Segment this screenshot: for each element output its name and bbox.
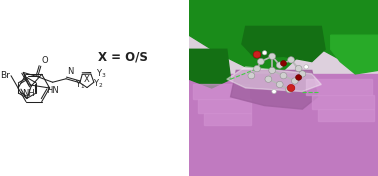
Polygon shape xyxy=(293,0,378,62)
Circle shape xyxy=(280,73,287,79)
Text: Y$_2$: Y$_2$ xyxy=(93,78,104,90)
Circle shape xyxy=(280,61,287,66)
Polygon shape xyxy=(231,70,318,109)
Text: N: N xyxy=(67,67,73,76)
Circle shape xyxy=(269,67,276,74)
Polygon shape xyxy=(227,67,321,92)
Circle shape xyxy=(296,75,302,80)
Circle shape xyxy=(287,84,295,92)
Polygon shape xyxy=(312,95,374,109)
Text: NH: NH xyxy=(22,89,35,98)
Text: X = O/S: X = O/S xyxy=(98,50,148,63)
Text: Y$_3$: Y$_3$ xyxy=(96,67,107,80)
Circle shape xyxy=(304,65,308,69)
Polygon shape xyxy=(306,79,372,95)
Polygon shape xyxy=(189,0,312,70)
Circle shape xyxy=(262,51,267,55)
Circle shape xyxy=(254,65,260,72)
Circle shape xyxy=(276,81,283,88)
Circle shape xyxy=(299,71,306,77)
Circle shape xyxy=(286,87,293,93)
Polygon shape xyxy=(242,26,325,62)
Circle shape xyxy=(265,76,272,82)
Polygon shape xyxy=(189,74,378,176)
Circle shape xyxy=(253,51,261,58)
Circle shape xyxy=(288,57,294,63)
Circle shape xyxy=(291,78,298,84)
Text: X: X xyxy=(84,75,90,84)
Text: HN: HN xyxy=(46,86,59,95)
Circle shape xyxy=(248,73,255,79)
Polygon shape xyxy=(331,35,378,74)
Circle shape xyxy=(269,53,276,59)
Circle shape xyxy=(272,89,276,94)
Text: Y$_1$: Y$_1$ xyxy=(76,78,86,91)
Text: O: O xyxy=(42,56,48,65)
Polygon shape xyxy=(189,49,231,88)
Text: Br: Br xyxy=(0,71,10,80)
Polygon shape xyxy=(318,109,374,121)
Polygon shape xyxy=(204,113,251,125)
Circle shape xyxy=(295,65,302,72)
Polygon shape xyxy=(189,0,378,176)
Polygon shape xyxy=(193,84,249,99)
Circle shape xyxy=(276,62,283,68)
Polygon shape xyxy=(198,99,251,113)
Circle shape xyxy=(257,58,264,65)
